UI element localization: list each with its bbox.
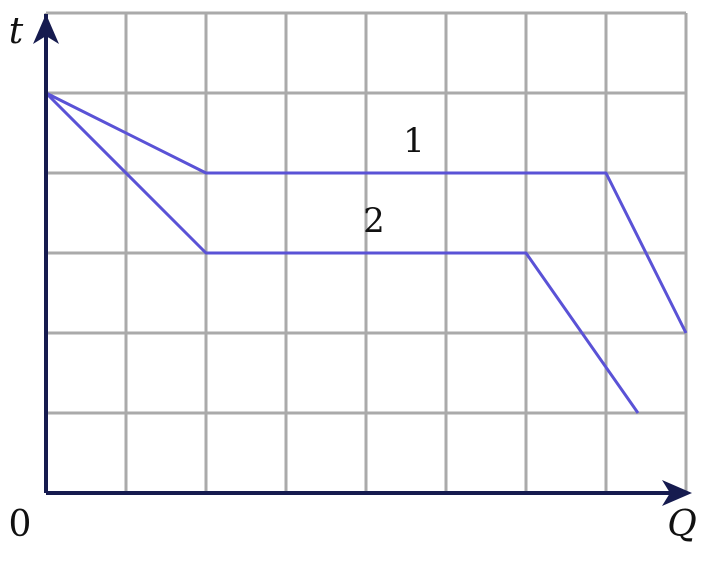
y-axis-label: t [9, 11, 24, 52]
x-axis-arrow [662, 480, 692, 506]
x-axis-label: Q [667, 504, 697, 545]
series-line [44, 91, 640, 414]
y-axis-arrow [33, 14, 59, 44]
series-label: 2 [363, 201, 385, 241]
series-line [45, 91, 688, 334]
series-label: 1 [403, 121, 425, 161]
origin-label: 0 [9, 504, 32, 545]
